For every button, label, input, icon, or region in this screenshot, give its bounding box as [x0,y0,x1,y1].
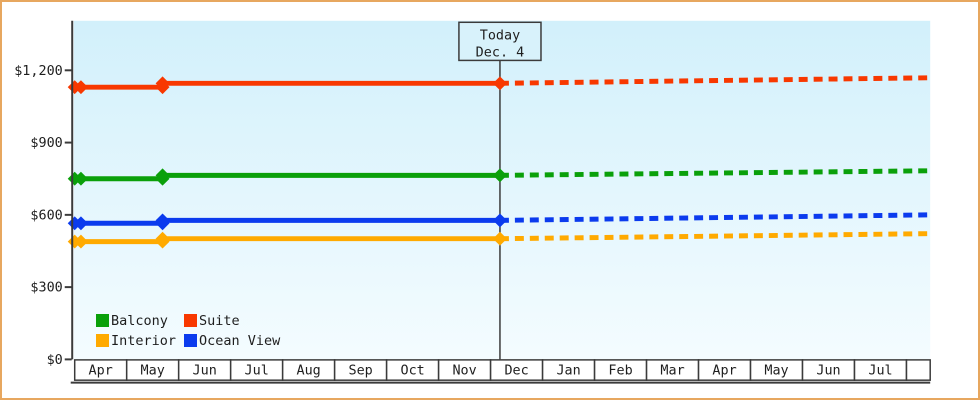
legend-label-balcony: Balcony [111,312,168,329]
today-box-date: Dec. 4 [476,45,525,60]
month-label: Oct [400,364,424,379]
legend-item-interior: Interior [96,331,184,350]
today-box [458,21,542,62]
balcony-swatch-icon [96,314,109,327]
legend-item-suite: Suite [184,311,280,330]
series-projection-ocean-view [499,212,931,223]
legend-item-balcony: Balcony [96,311,184,330]
month-label: Jan [556,364,580,379]
month-label: Apr [712,364,736,379]
y-tick-label: $1,200 [14,64,63,79]
legend: Balcony Suite Interior Ocean View [96,311,280,350]
series-projection-suite [499,75,931,86]
month-label: Jun [193,364,217,379]
month-label: Aug [297,364,321,379]
month-label: Apr [89,364,113,379]
month-label: Sep [349,364,373,379]
legend-label-suite: Suite [199,312,240,329]
month-label: Dec [504,364,528,379]
suite-swatch-icon [184,314,197,327]
y-tick-label: $0 [47,353,63,368]
month-label: May [141,364,165,379]
month-label: Feb [608,364,632,379]
data-point-marker-interior [492,231,507,246]
y-tick-label: $900 [30,136,62,151]
legend-item-ocean-view: Ocean View [184,331,280,350]
legend-label-interior: Interior [111,332,177,349]
month-label: Jul [868,364,892,379]
series-line-interior [74,236,500,245]
interior-swatch-icon [96,334,109,347]
ocean-view-swatch-icon [184,334,197,347]
series-line-ocean-view [74,217,500,226]
series-projection-balcony [499,168,931,178]
series-projection-interior [499,231,931,242]
month-label: Jul [245,364,269,379]
data-point-marker-interior [155,231,170,246]
y-tick-label: $300 [30,281,62,296]
month-label: Mar [660,364,684,379]
month-cell [905,359,931,381]
today-box-title: Today [480,29,520,44]
month-label: Jun [816,364,840,379]
plot-background [73,20,931,360]
y-tick-label: $600 [30,208,62,223]
legend-label-ocean-view: Ocean View [199,332,281,349]
month-label: May [764,364,788,379]
month-label: Nov [452,364,476,379]
